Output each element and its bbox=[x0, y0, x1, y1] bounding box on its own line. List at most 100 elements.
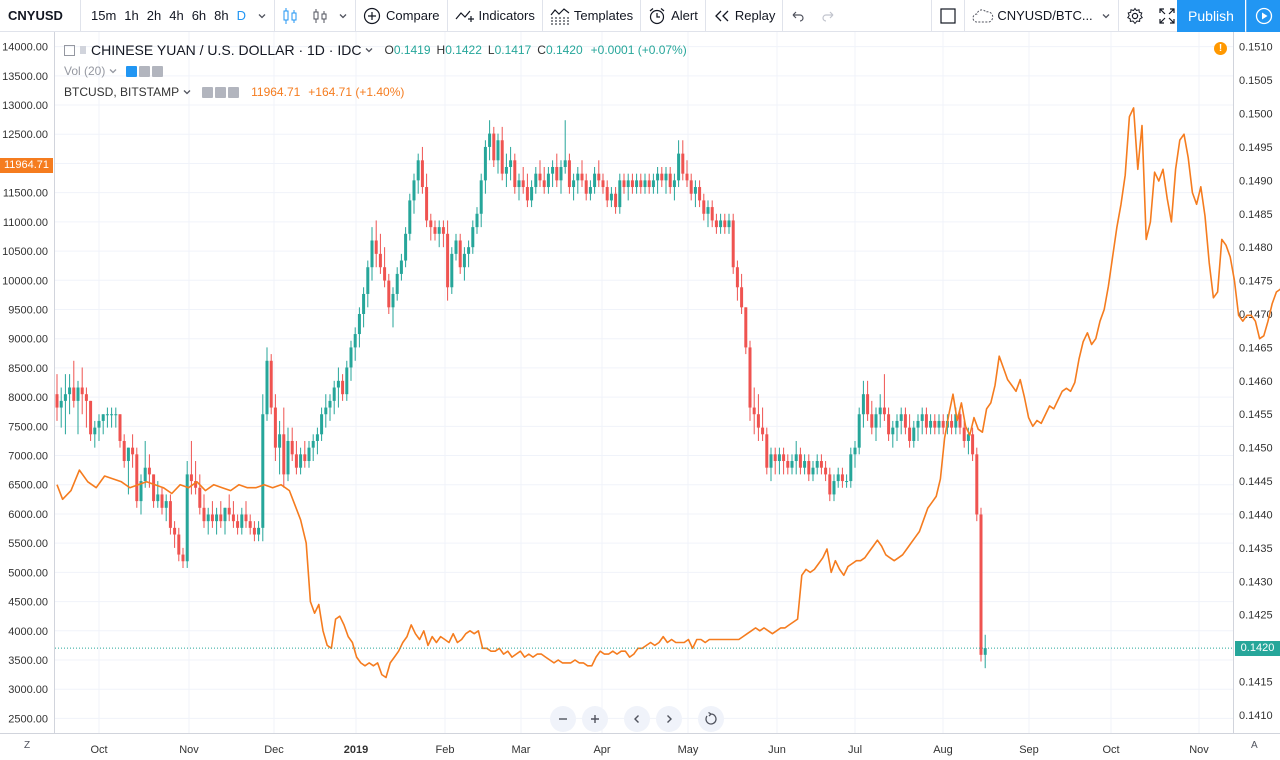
candles-icon bbox=[283, 7, 297, 24]
candle bbox=[916, 414, 920, 441]
interval-1d[interactable]: D bbox=[236, 8, 247, 23]
layout-menu-button[interactable]: CNYUSD/BTC... bbox=[965, 0, 1118, 32]
candle bbox=[76, 380, 80, 435]
left-price-axis[interactable]: 14000.0013500.0013000.0012500.0012000.00… bbox=[2, 42, 48, 726]
toolbar-divider bbox=[640, 0, 642, 32]
time-axis-tick: Nov bbox=[1189, 744, 1209, 756]
candle-body bbox=[55, 394, 59, 408]
close-icon[interactable] bbox=[152, 65, 164, 77]
candle-body bbox=[866, 394, 870, 415]
time-axis-tick: May bbox=[678, 744, 699, 756]
gear-icon[interactable] bbox=[139, 65, 151, 77]
candle bbox=[639, 173, 643, 194]
candle bbox=[618, 173, 622, 214]
candle bbox=[366, 260, 370, 308]
candle-body bbox=[496, 140, 500, 161]
bar-style-button[interactable] bbox=[305, 0, 355, 32]
zoom-out-button[interactable] bbox=[550, 706, 576, 732]
candle-body bbox=[198, 487, 202, 508]
candle bbox=[710, 200, 714, 228]
candle bbox=[257, 521, 261, 542]
candle-body bbox=[672, 180, 676, 188]
main-series-title[interactable]: CHINESE YUAN / U.S. DOLLAR · 1D · IDC bbox=[91, 42, 362, 58]
candle bbox=[513, 153, 517, 194]
candle-body bbox=[399, 260, 403, 274]
candle-body bbox=[160, 494, 164, 508]
close-icon[interactable] bbox=[228, 86, 240, 98]
alert-button[interactable]: Alert bbox=[641, 0, 705, 32]
scroll-left-button[interactable] bbox=[624, 706, 650, 732]
fullscreen-layout-button[interactable] bbox=[932, 0, 964, 32]
scroll-right-button[interactable] bbox=[656, 706, 682, 732]
candle-body bbox=[509, 160, 513, 167]
right-axis-tick: 0.1480 bbox=[1239, 242, 1273, 254]
gear-icon[interactable] bbox=[215, 86, 227, 98]
interval-2h[interactable]: 2h bbox=[146, 8, 162, 23]
candle bbox=[983, 634, 987, 669]
candle-body bbox=[59, 400, 63, 408]
eye-icon[interactable] bbox=[202, 86, 214, 98]
fullscreen-button[interactable] bbox=[1151, 0, 1183, 32]
candle-body bbox=[668, 173, 672, 188]
publish-button[interactable]: Publish bbox=[1177, 0, 1245, 32]
play-button[interactable] bbox=[1246, 0, 1280, 32]
reset-chart-button[interactable] bbox=[698, 706, 724, 732]
zoom-in-button[interactable] bbox=[582, 706, 608, 732]
candle bbox=[273, 394, 277, 462]
candle-body bbox=[139, 481, 143, 502]
candle bbox=[223, 507, 227, 535]
candle-body bbox=[126, 447, 130, 462]
price-chart[interactable]: 14000.0013500.0013000.0012500.0012000.00… bbox=[0, 32, 1280, 760]
interval-4h[interactable]: 4h bbox=[169, 8, 184, 23]
replay-button[interactable]: Replay bbox=[706, 0, 782, 32]
square-icon bbox=[940, 7, 956, 24]
compare-label: Compare bbox=[386, 8, 440, 23]
compare-button[interactable]: Compare bbox=[356, 0, 446, 32]
candle bbox=[349, 340, 353, 381]
close-value: 0.1420 bbox=[545, 43, 583, 57]
auto-scale-button[interactable]: A bbox=[1251, 740, 1258, 751]
settings-button[interactable] bbox=[1119, 0, 1151, 32]
eye-icon[interactable] bbox=[126, 65, 138, 77]
interval-dropdown-button[interactable] bbox=[250, 0, 274, 32]
candle-body bbox=[958, 414, 962, 428]
candle bbox=[462, 247, 466, 281]
undo-button[interactable] bbox=[783, 0, 813, 32]
symbol-search-button[interactable]: CNYUSD bbox=[8, 8, 63, 23]
candle bbox=[786, 454, 790, 475]
candle-body bbox=[458, 240, 462, 268]
candle bbox=[483, 140, 487, 194]
candle-body bbox=[975, 454, 979, 515]
interval-8h[interactable]: 8h bbox=[214, 8, 229, 23]
toolbar-divider bbox=[964, 0, 966, 32]
compare-symbol[interactable]: BTCUSD, BITSTAMP bbox=[64, 85, 180, 99]
templates-button[interactable]: Templates bbox=[543, 0, 640, 32]
top-toolbar: CNYUSD 15m 1h 2h 4h 6h 8h D Compare bbox=[0, 0, 1280, 32]
candle bbox=[924, 407, 928, 435]
candle bbox=[572, 173, 576, 201]
candle-body bbox=[311, 440, 315, 448]
candle bbox=[534, 166, 538, 194]
interval-15m[interactable]: 15m bbox=[91, 8, 117, 23]
collapse-legend-button[interactable] bbox=[64, 44, 75, 56]
indicators-button[interactable]: Indicators bbox=[448, 0, 542, 32]
candle-body bbox=[492, 133, 496, 161]
candle-body bbox=[299, 454, 303, 468]
candle-body bbox=[908, 427, 912, 441]
right-axis-tick: 0.1490 bbox=[1239, 175, 1273, 187]
candle bbox=[845, 474, 849, 488]
redo-button[interactable] bbox=[813, 0, 843, 32]
interval-6h[interactable]: 6h bbox=[191, 8, 207, 23]
volume-label[interactable]: Vol (20) bbox=[64, 64, 106, 78]
warning-icon[interactable]: ! bbox=[1214, 42, 1227, 55]
candle-body bbox=[286, 440, 290, 475]
interval-1h[interactable]: 1h bbox=[124, 8, 139, 23]
chart-style-button[interactable] bbox=[275, 0, 305, 32]
right-price-axis[interactable]: 0.1510 0.1505 0.1500 0.1495 0.1490 0.1485 0.14… bbox=[1239, 42, 1273, 722]
candle bbox=[597, 160, 601, 188]
candle bbox=[601, 173, 605, 194]
candle-body bbox=[93, 427, 97, 435]
timezone-button[interactable]: Z bbox=[24, 740, 31, 751]
time-axis[interactable]: Oct Nov Dec 2019 Feb Mar Apr May Jun Jul Aug Sep Oct… bbox=[90, 744, 1209, 756]
